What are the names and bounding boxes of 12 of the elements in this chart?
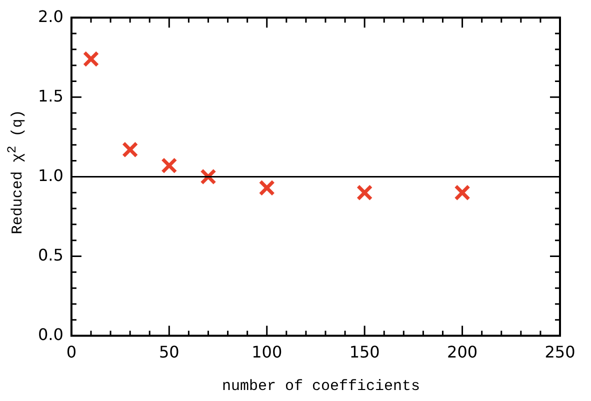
x-tick-label: 150 [349,342,380,362]
y-tick-label: 2.0 [38,6,64,26]
y-tick-label: 1.0 [38,166,64,185]
y-tick-label: 1.5 [38,86,64,106]
y-tick-label: 0.0 [38,324,64,344]
x-tick-label: 200 [447,342,478,362]
x-tick-label: 100 [252,342,282,362]
x-tick-label: 0 [66,342,77,362]
y-tick-label: 0.5 [38,245,64,264]
x-tick-label: 250 [544,342,576,362]
x-axis-title: number of coefficients [222,378,420,395]
x-tick-label: 50 [158,342,180,362]
